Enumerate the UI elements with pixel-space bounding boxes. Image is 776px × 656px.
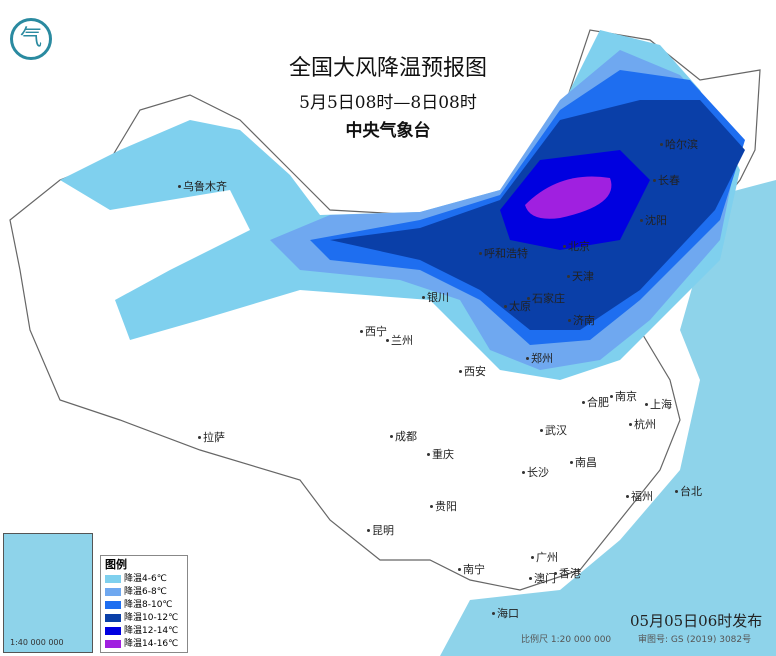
city-label: 澳门 xyxy=(529,572,556,585)
city-label: 武汉 xyxy=(540,424,567,437)
legend-swatch xyxy=(105,574,121,583)
city-label: 杭州 xyxy=(629,418,656,431)
legend-label: 降温8-10℃ xyxy=(124,599,173,610)
city-label: 银川 xyxy=(422,291,449,304)
legend-swatch xyxy=(105,587,121,596)
legend-item: 降温4-6℃ xyxy=(105,572,183,585)
legend-label: 降温10-12℃ xyxy=(124,612,179,623)
city-label: 西安 xyxy=(459,365,486,378)
city-label: 郑州 xyxy=(526,352,553,365)
map-subtitle: 5月5日08时—8日08时 xyxy=(299,93,477,113)
city-label: 太原 xyxy=(504,300,531,313)
city-label: 拉萨 xyxy=(198,431,225,444)
cma-logo: 气 xyxy=(10,18,52,60)
legend-label: 降温6-8℃ xyxy=(124,586,167,597)
city-label: 天津 xyxy=(567,270,594,283)
legend-item: 降温14-16℃ xyxy=(105,637,183,650)
city-label: 贵阳 xyxy=(430,500,457,513)
city-label: 南宁 xyxy=(458,563,485,576)
city-label: 长春 xyxy=(653,174,680,187)
legend-label: 降温14-16℃ xyxy=(124,638,179,649)
city-label: 合肥 xyxy=(582,396,609,409)
legend-item: 降温6-8℃ xyxy=(105,585,183,598)
city-label: 南京 xyxy=(610,390,637,403)
legend-swatch xyxy=(105,639,121,648)
city-label: 长沙 xyxy=(522,466,549,479)
legend-label: 降温12-14℃ xyxy=(124,625,179,636)
city-label: 香港 xyxy=(554,567,581,580)
logo-char: 气 xyxy=(19,26,42,51)
legend-item: 降温10-12℃ xyxy=(105,611,183,624)
legend-swatch xyxy=(105,613,121,622)
legend-item: 降温8-10℃ xyxy=(105,598,183,611)
city-label: 沈阳 xyxy=(640,214,667,227)
legend-items: 降温4-6℃ 降温6-8℃ 降温8-10℃ 降温10-12℃ 降温12-14℃ 降温14-… xyxy=(105,572,183,650)
inset-scale: 1:40 000 000 xyxy=(10,638,64,647)
city-label: 上海 xyxy=(645,398,672,411)
legend-label: 降温4-6℃ xyxy=(124,573,167,584)
south-china-sea-inset: 1:40 000 000 xyxy=(3,533,93,653)
city-label: 昆明 xyxy=(367,524,394,537)
city-label: 哈尔滨 xyxy=(660,138,698,151)
agency-name: 中央气象台 xyxy=(345,121,431,141)
city-label: 济南 xyxy=(568,314,595,327)
map-title: 全国大风降温预报图 xyxy=(288,56,487,81)
legend-swatch xyxy=(105,600,121,609)
legend-swatch xyxy=(105,626,121,635)
zone-14-16 xyxy=(525,176,612,219)
city-label: 乌鲁木齐 xyxy=(178,180,227,193)
city-label: 台北 xyxy=(675,485,702,498)
city-label: 西宁 xyxy=(360,325,387,338)
issue-time: 05月05日06时发布 xyxy=(630,612,763,630)
city-label: 呼和浩特 xyxy=(479,247,528,260)
city-label: 兰州 xyxy=(386,334,413,347)
city-label: 广州 xyxy=(531,551,558,564)
legend-title: 图例 xyxy=(105,558,127,571)
legend-item: 降温12-14℃ xyxy=(105,624,183,637)
city-label: 福州 xyxy=(626,490,653,503)
scale-text: 比例尺 1:20 000 000 xyxy=(521,635,612,645)
city-label: 海口 xyxy=(492,607,519,620)
city-label: 成都 xyxy=(390,430,417,443)
city-label: 南昌 xyxy=(570,456,597,469)
city-label: 重庆 xyxy=(427,448,454,461)
review-number: 审图号: GS (2019) 3082号 xyxy=(638,635,752,645)
city-label: 石家庄 xyxy=(527,292,565,305)
city-label: 北京 xyxy=(563,240,590,253)
legend: 图例 降温4-6℃ 降温6-8℃ 降温8-10℃ 降温10-12℃ 降温12-14℃ 降温… xyxy=(100,555,188,653)
sea xyxy=(440,180,776,656)
